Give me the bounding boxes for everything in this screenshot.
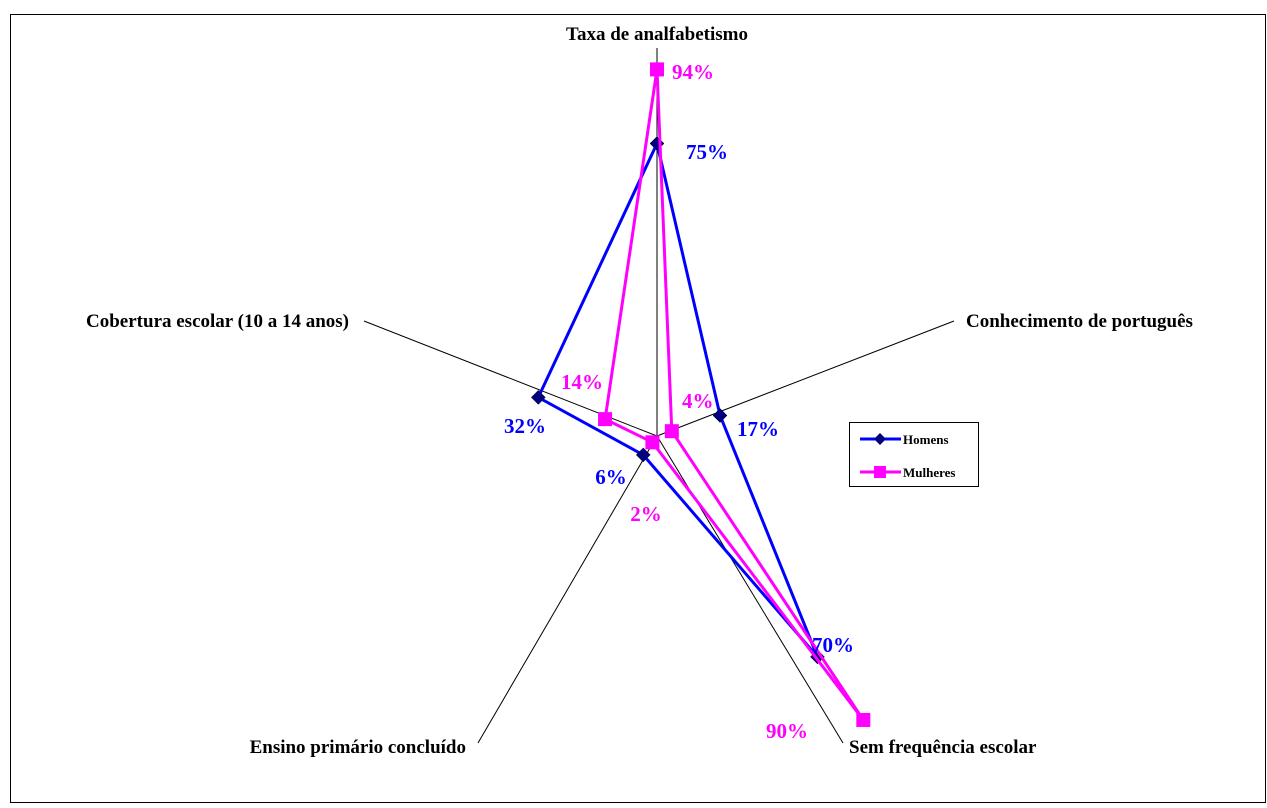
legend-label-mulheres: Mulheres — [903, 465, 955, 480]
data-label-mulheres-ensino-primario-concluido: 2% — [630, 502, 662, 526]
marker-homens-conhecimento-de-portugues — [712, 408, 728, 423]
axis-spoke-ensino-primario-concluido — [477, 435, 658, 744]
legend: Homens Mulheres — [849, 422, 979, 487]
legend-box — [849, 422, 979, 487]
legend-label-homens: Homens — [903, 432, 949, 447]
data-label-mulheres-conhecimento-de-portugues: 4% — [682, 389, 714, 413]
data-label-homens-cobertura-escolar-10-a-14-anos: 32% — [504, 414, 546, 438]
marker-mulheres-taxa-de-analfabetismo — [650, 62, 664, 77]
axis-label-sem-frequencia-escolar: Sem frequência escolar — [849, 737, 1037, 758]
axis-label-taxa-de-analfabetismo: Taxa de analfabetismo — [566, 24, 748, 45]
axis-label-ensino-primario-concluido: Ensino primário concluído — [250, 737, 466, 758]
chart-frame — [10, 14, 1266, 803]
data-label-homens-ensino-primario-concluido: 6% — [595, 465, 627, 489]
axis-label-cobertura-escolar-10-a-14-anos: Cobertura escolar (10 a 14 anos) — [86, 311, 349, 332]
marker-mulheres-ensino-primario-concluido — [645, 435, 660, 450]
data-label-homens-sem-frequencia-escolar: 70% — [812, 633, 854, 657]
legend-item-homens: Homens — [860, 432, 949, 447]
axes-layer: Taxa de analfabetismo Conhecimento de por… — [86, 24, 1193, 758]
axis-label-conhecimento-de-portugues: Conhecimento de português — [966, 311, 1193, 332]
legend-marker-mulheres — [874, 466, 886, 478]
marker-homens-ensino-primario-concluido — [635, 447, 651, 463]
legend-marker-homens — [874, 433, 886, 445]
labels-layer: 75% 17% 70% 6% 32% 94% 4% 90% 2% 14% — [504, 60, 854, 743]
legend-item-mulheres: Mulheres — [860, 465, 955, 480]
data-label-homens-conhecimento-de-portugues: 17% — [737, 417, 779, 441]
data-label-mulheres-cobertura-escolar-10-a-14-anos: 14% — [561, 370, 603, 394]
marker-mulheres-conhecimento-de-portugues — [664, 424, 679, 439]
data-label-mulheres-sem-frequencia-escolar: 90% — [766, 719, 808, 743]
series-layer — [530, 62, 871, 727]
marker-homens-cobertura-escolar-10-a-14-anos — [530, 390, 546, 405]
series-line-homens — [536, 138, 819, 658]
marker-mulheres-sem-frequencia-escolar — [856, 712, 871, 727]
data-label-homens-taxa-de-analfabetismo: 75% — [686, 140, 728, 164]
marker-mulheres-cobertura-escolar-10-a-14-anos — [598, 412, 613, 427]
series-line-mulheres — [603, 69, 865, 721]
axis-spoke-conhecimento-de-portugues — [656, 320, 955, 437]
data-label-mulheres-taxa-de-analfabetismo: 94% — [672, 60, 714, 84]
